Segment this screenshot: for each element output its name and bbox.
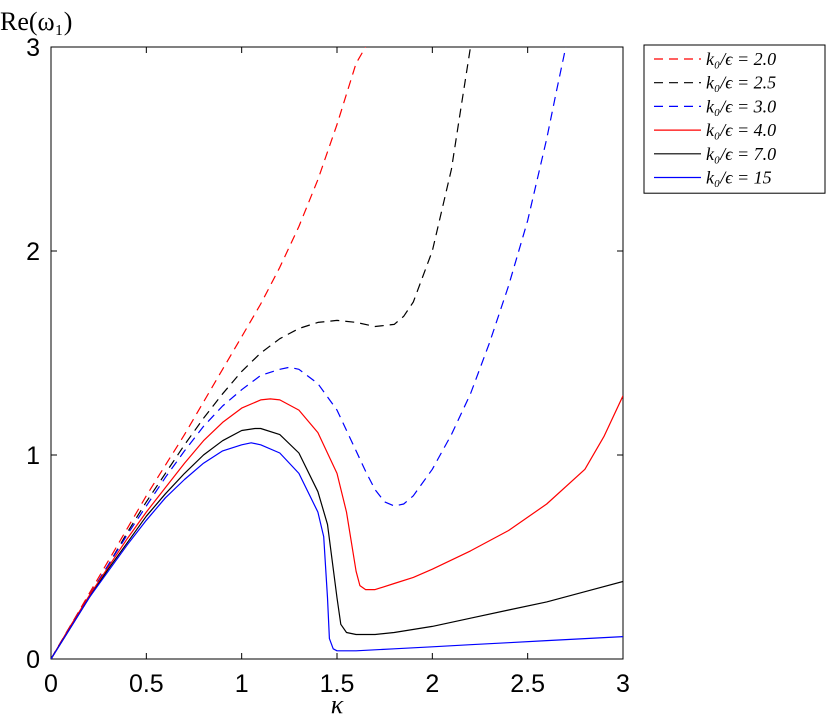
series-line-4 <box>51 427 623 659</box>
legend-box <box>643 44 826 194</box>
y-tick-label: 1 <box>26 442 40 470</box>
legend-label: k₀/ϵ = 2.5 <box>706 73 776 93</box>
legend: k₀/ϵ = 2.0 k₀/ϵ = 2.5 k₀/ϵ = 3.0 k₀/ϵ = 4.0… <box>643 44 826 194</box>
y-axis-label: Re(ω₁) <box>0 7 72 36</box>
series-line-0 <box>51 47 367 659</box>
x-tick-label: 1 <box>235 670 249 698</box>
series-line-5 <box>51 442 623 659</box>
legend-label: k₀/ϵ = 3.0 <box>706 96 776 116</box>
series-layer <box>51 47 623 659</box>
axis-ticks <box>50 46 624 660</box>
legend-label: k₀/ϵ = 7.0 <box>706 144 776 164</box>
plot-area <box>50 46 624 660</box>
y-tick-label: 3 <box>26 34 40 62</box>
x-tick-label: 0.5 <box>129 670 164 698</box>
x-tick-label: 1.5 <box>320 670 355 698</box>
x-tick-label: 0 <box>44 670 58 698</box>
series-line-2 <box>51 47 567 659</box>
y-tick-label: 0 <box>26 646 40 674</box>
x-tick-label: 2.5 <box>510 670 545 698</box>
series-line-1 <box>51 47 472 659</box>
x-tick-label: 3 <box>616 670 630 698</box>
y-tick-label: 2 <box>26 238 40 266</box>
x-tick-label: 2 <box>425 670 439 698</box>
legend-label: k₀/ϵ = 15 <box>706 168 772 188</box>
legend-label: k₀/ϵ = 4.0 <box>706 120 776 140</box>
series-line-3 <box>51 395 623 659</box>
tick-labels: 0 0.5 1 1.5 2 2.5 3 0 1 2 3 <box>26 34 630 698</box>
x-axis-label: κ <box>331 690 344 719</box>
legend-label: k₀/ϵ = 2.0 <box>706 49 776 69</box>
